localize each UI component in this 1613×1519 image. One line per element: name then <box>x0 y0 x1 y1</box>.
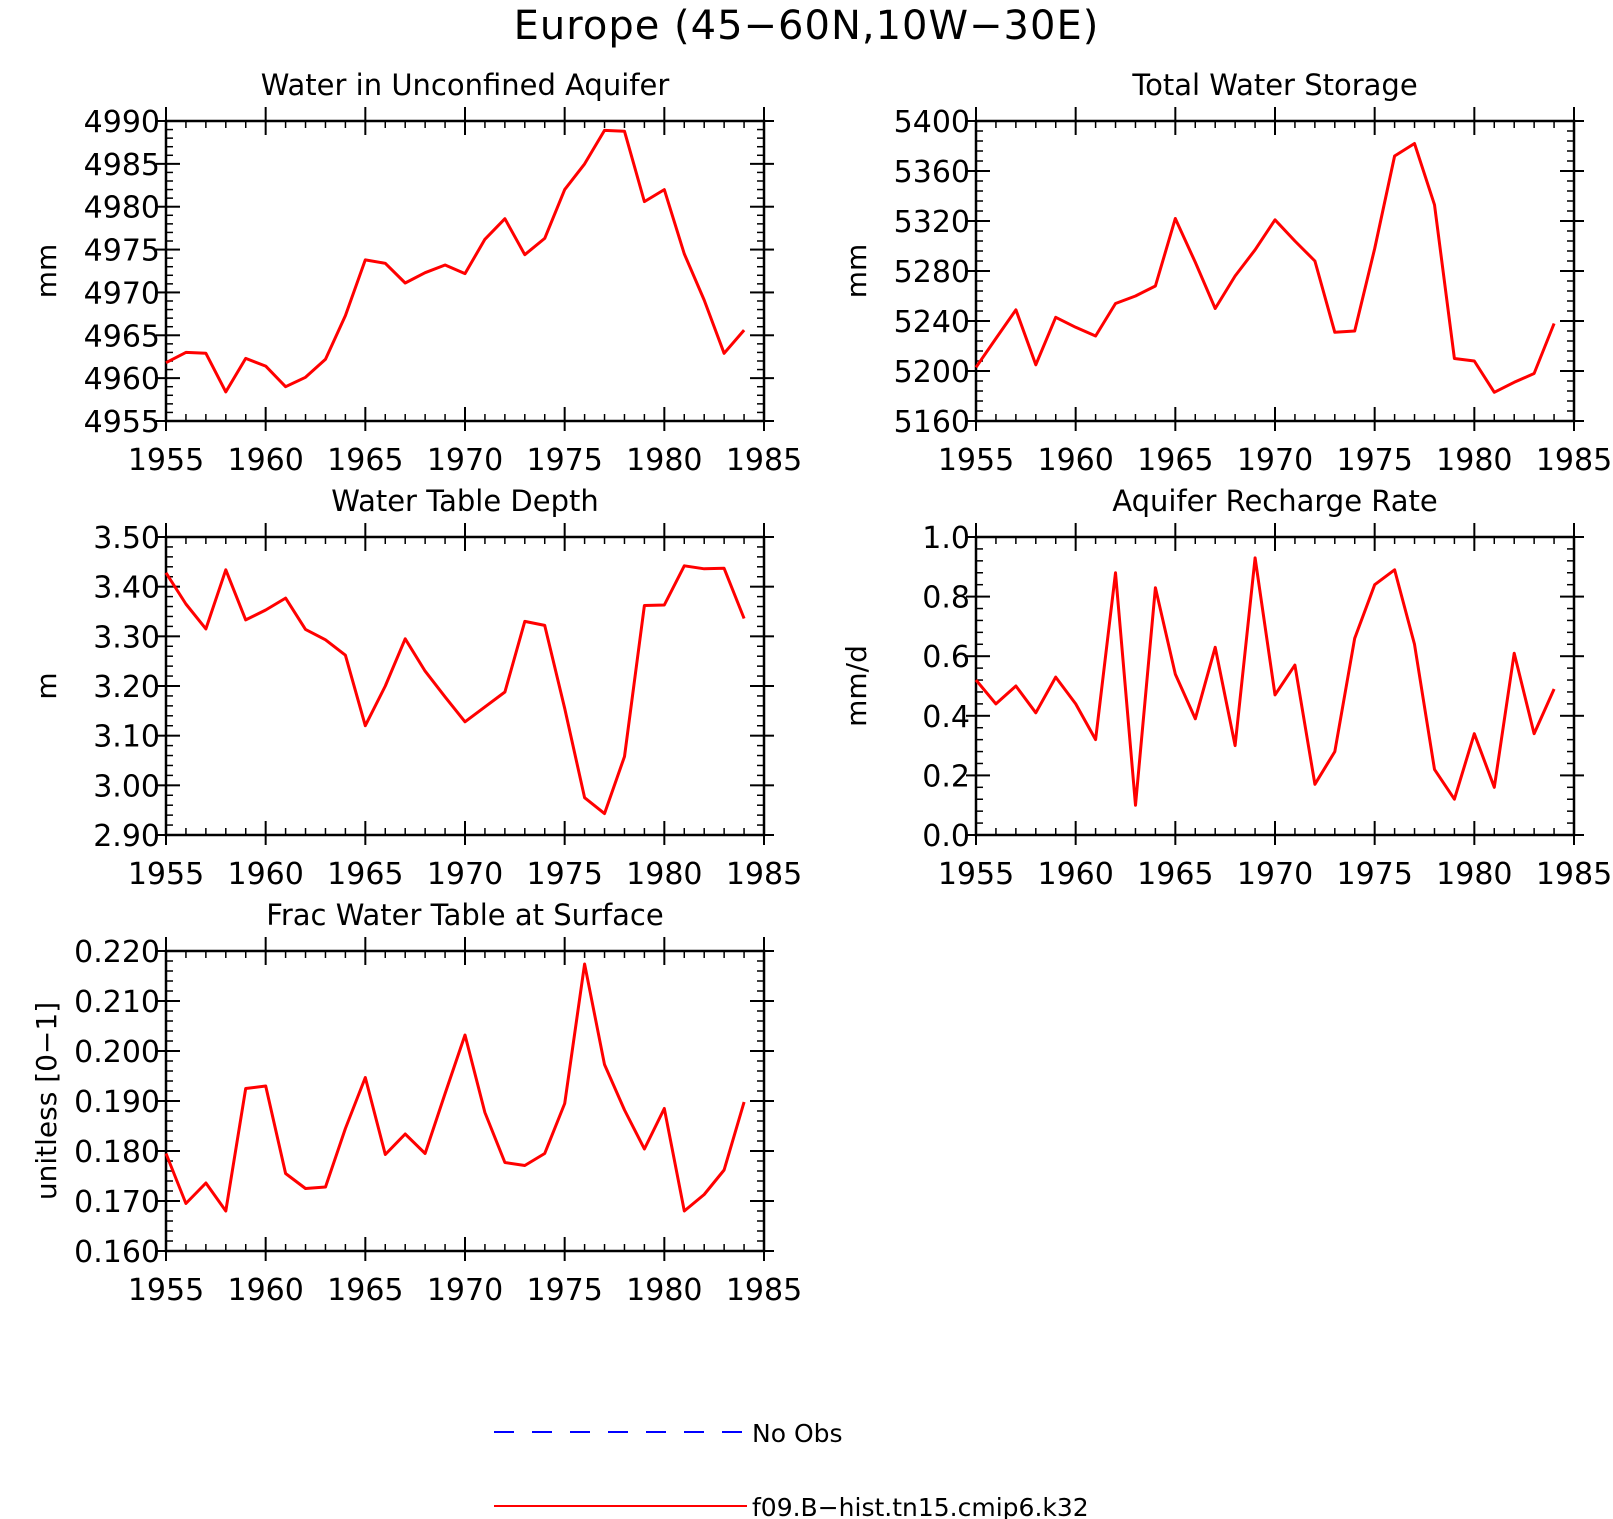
y-tick-label: 0.180 <box>74 1135 160 1170</box>
y-tick-label: 4955 <box>84 405 160 440</box>
x-tick-label: 1960 <box>227 857 303 892</box>
x-tick-label: 1960 <box>227 1273 303 1308</box>
x-tick-label: 1985 <box>726 443 802 478</box>
y-tick-label: 3.20 <box>93 670 160 705</box>
plot-frame <box>164 949 766 1253</box>
y-tick-label: 3.00 <box>93 769 160 804</box>
x-tick-label: 1970 <box>427 857 503 892</box>
x-tick-label: 1965 <box>327 443 403 478</box>
x-tick-label: 1960 <box>1037 443 1113 478</box>
x-tick-label: 1975 <box>1336 443 1412 478</box>
series-line-model <box>165 128 746 394</box>
y-tick-label: 3.30 <box>93 620 160 655</box>
y-tick-label: 4985 <box>84 148 160 183</box>
y-tick-label: 4990 <box>84 105 160 140</box>
x-tick-label: 1970 <box>427 443 503 478</box>
page-title: Europe (45−60N,10W−30E) <box>513 3 1100 49</box>
series-line-model <box>974 142 1556 394</box>
series-line-model <box>974 556 1556 807</box>
x-tick-label: 1955 <box>938 857 1014 892</box>
x-tick-label: 1955 <box>938 443 1014 478</box>
series-line-model <box>164 962 746 1213</box>
y-tick-label: 0.220 <box>74 935 160 970</box>
x-tick-label: 1960 <box>1037 857 1113 892</box>
x-tick-label: 1980 <box>1436 443 1512 478</box>
y-tick-label: 0.6 <box>922 640 970 675</box>
y-tick-label: 4960 <box>84 362 160 397</box>
y-tick-label: 0.190 <box>74 1085 160 1120</box>
plot-frame <box>164 535 766 837</box>
y-tick-label: 0.8 <box>922 581 970 616</box>
y-tick-label: 5360 <box>894 155 970 190</box>
panel-frac-water-table-at-surface: 1955 1960 1965 1970 1975 1980 1985 0.160 0.170 0.… <box>30 898 802 1308</box>
y-tick-label: 5280 <box>894 255 970 290</box>
x-tick-label: 1975 <box>526 1273 602 1308</box>
x-tick-label: 1955 <box>128 1273 204 1308</box>
x-tick-label: 1960 <box>227 443 303 478</box>
y-axis-label: unitless [0−1] <box>30 1002 63 1200</box>
panel-water-table-depth: 1955 1960 1965 1970 1975 1980 1985 2.90 3.00 3.10… <box>30 484 802 892</box>
panel-title: Frac Water Table at Surface <box>266 898 663 932</box>
y-tick-label: 5200 <box>894 355 970 390</box>
x-tick-label: 1980 <box>1436 857 1512 892</box>
panel-total-water-storage: 1955 1960 1965 1970 1975 1980 1985 5160 5200 5240… <box>840 68 1612 478</box>
y-axis-label: m <box>30 672 63 699</box>
x-tick-label: 1980 <box>626 443 702 478</box>
panel-title: Water Table Depth <box>331 484 599 518</box>
x-tick-label: 1955 <box>128 443 204 478</box>
y-tick-label: 5320 <box>894 205 970 240</box>
x-tick-label: 1970 <box>1237 857 1313 892</box>
y-tick-label: 4975 <box>84 234 160 269</box>
x-tick-label: 1970 <box>427 1273 503 1308</box>
legend: No Obs f09.B−hist.tn15.cmip6.k32 <box>494 1419 1089 1519</box>
x-tick-label: 1975 <box>1336 857 1412 892</box>
panel-title: Water in Unconfined Aquifer <box>261 68 670 102</box>
x-tick-label: 1965 <box>1137 857 1213 892</box>
y-tick-label: 4980 <box>84 191 160 226</box>
y-tick-label: 0.210 <box>74 985 160 1020</box>
y-tick-label: 0.200 <box>74 1035 160 1070</box>
x-tick-label: 1980 <box>626 857 702 892</box>
series-line-model <box>164 564 746 816</box>
y-tick-label: 1.0 <box>922 521 970 556</box>
y-tick-label: 5240 <box>894 305 970 340</box>
y-tick-label: 5400 <box>894 105 970 140</box>
y-tick-label: 0.2 <box>922 759 970 794</box>
x-tick-label: 1975 <box>526 857 602 892</box>
y-tick-label: 0.160 <box>74 1235 160 1270</box>
y-tick-label: 3.10 <box>93 720 160 755</box>
y-tick-label: 3.40 <box>93 571 160 606</box>
x-tick-label: 1965 <box>327 857 403 892</box>
panel-aquifer-recharge-rate: 1955 1960 1965 1970 1975 1980 1985 0.0 0.2 0.4 0.6… <box>840 484 1612 892</box>
legend-obs-label: No Obs <box>752 1419 843 1448</box>
x-tick-label: 1970 <box>1237 443 1313 478</box>
x-tick-label: 1965 <box>327 1273 403 1308</box>
x-tick-label: 1975 <box>526 443 602 478</box>
y-tick-label: 5160 <box>894 405 970 440</box>
y-axis-label: mm <box>840 244 873 299</box>
y-tick-label: 4970 <box>84 276 160 311</box>
x-tick-label: 1955 <box>128 857 204 892</box>
y-tick-label: 0.170 <box>74 1185 160 1220</box>
x-tick-label: 1965 <box>1137 443 1213 478</box>
y-tick-label: 0.0 <box>922 819 970 854</box>
panel-title: Total Water Storage <box>1131 68 1417 102</box>
x-tick-label: 1980 <box>626 1273 702 1308</box>
panel-water-in-unconfined-aquifer: 1955 1960 1965 1970 1975 1980 1985 4955 4960 4965… <box>30 68 802 478</box>
y-axis-label: mm/d <box>840 645 873 727</box>
legend-model-label: f09.B−hist.tn15.cmip6.k32 <box>752 1493 1089 1519</box>
y-axis-label: mm <box>30 244 63 299</box>
x-tick-label: 1985 <box>726 857 802 892</box>
x-tick-label: 1985 <box>1536 857 1612 892</box>
y-tick-label: 3.50 <box>93 521 160 556</box>
x-tick-label: 1985 <box>1536 443 1612 478</box>
y-tick-label: 2.90 <box>93 819 160 854</box>
y-tick-label: 4965 <box>84 319 160 354</box>
x-tick-label: 1985 <box>726 1273 802 1308</box>
panel-title: Aquifer Recharge Rate <box>1112 484 1438 518</box>
y-tick-label: 0.4 <box>922 700 970 735</box>
